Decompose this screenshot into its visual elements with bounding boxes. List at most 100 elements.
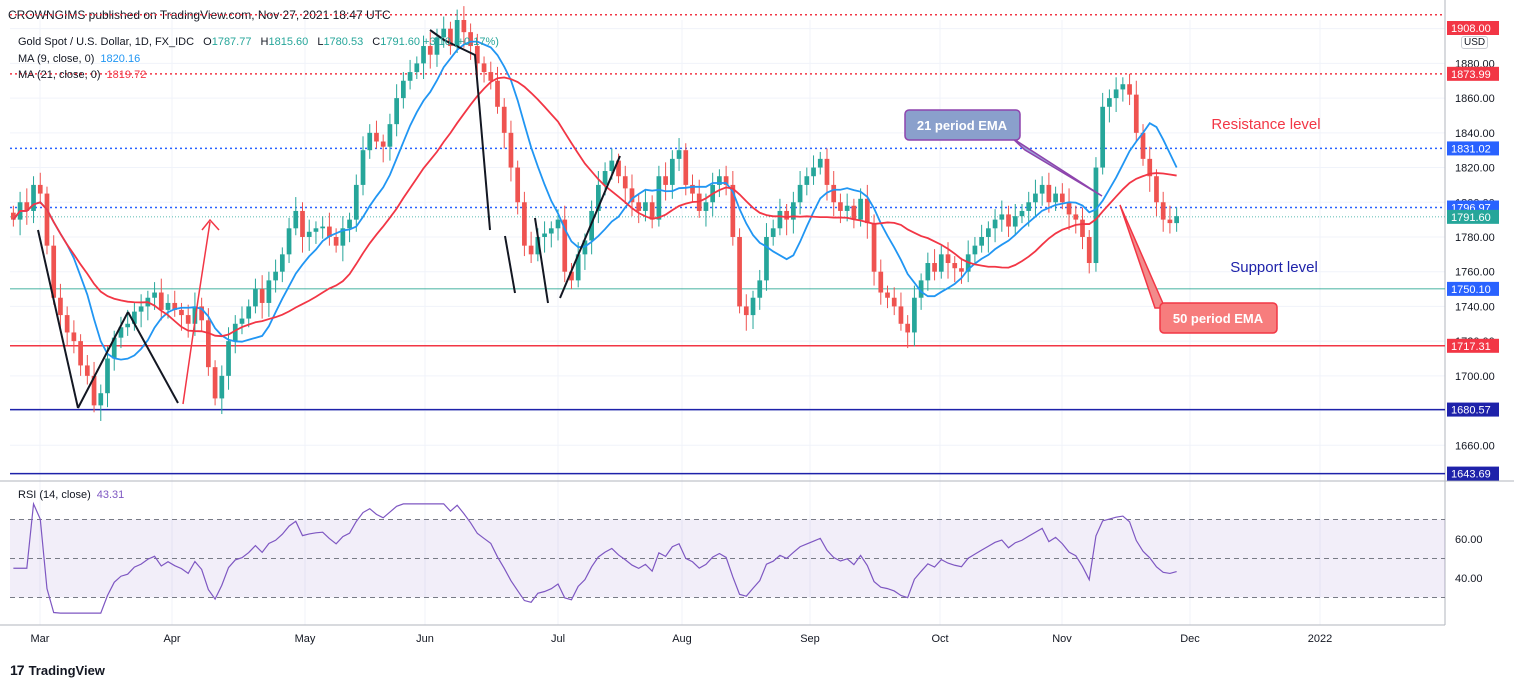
currency-button[interactable]: USD [1461,36,1489,49]
candle-body [515,167,521,203]
candle-body [333,236,339,246]
candle-body [481,63,487,73]
candle-body [1019,210,1025,217]
symbol-label: Gold Spot / U.S. Dollar, 1D, FX_IDC [18,36,195,48]
arrow-line [182,221,211,405]
chart-drawings: 21 period EMA 50 period EMA Resistance lev… [37,29,1321,409]
candle-body [1133,94,1139,133]
candle-body [165,302,171,310]
candle-body [239,318,245,324]
candle-body [683,150,689,185]
candle-body [91,375,97,406]
trend-line [534,217,549,304]
candle-body [37,184,43,194]
callout-box [1159,302,1278,334]
candle-body [555,219,561,229]
candle-body [414,63,420,73]
price-badge-label: 1831.02 [1451,143,1491,155]
price-badge-label: 1750.10 [1451,284,1491,296]
candle-body [1046,184,1052,203]
candle-body [1026,202,1032,211]
candle-body [1107,98,1112,107]
candle-body [340,228,346,246]
time-tick-label: May [295,633,316,645]
candle-body [441,28,447,38]
candle-body [622,176,628,189]
candle-body [360,150,366,185]
candle-body [219,375,225,399]
candle-body [125,323,131,328]
ma21-line [12,76,1177,338]
price-badge [1447,281,1499,296]
candle-body [172,302,178,310]
rsi-tick-label: 60.00 [1455,534,1483,546]
callout-pointer [1119,204,1167,309]
candle-body [891,297,897,307]
callout-label-21ema: 21 period EMA [917,118,1008,133]
candle-body [279,254,285,272]
candle-body [152,292,157,298]
candle-body [676,150,682,159]
time-axis: Mar Apr May Jun Jul Aug Sep Oct Nov Dec 2022 [31,633,1333,645]
candle-body [212,367,218,399]
trend-line [77,311,129,409]
candle-body [11,212,16,220]
candle-body [952,263,958,269]
candle-body [791,202,796,220]
support-label: Support level [1230,259,1318,276]
candle-body [717,176,722,185]
candle-body [1140,132,1146,159]
candle-body [1033,193,1038,203]
price-badge-label: 1873.99 [1451,69,1491,81]
price-levels [10,14,1445,475]
candle-body [367,132,373,151]
candle-body [132,311,137,324]
candle-body [1147,158,1153,177]
tradingview-branding[interactable]: 17 TradingView [10,662,105,678]
candle-body [750,297,756,316]
candle-body [589,210,594,241]
candle-body [407,72,413,81]
candle-body [246,306,252,319]
candle-body [468,32,473,47]
candle-body [548,228,554,234]
candle-body [327,226,332,237]
price-badge-label: 1717.31 [1451,341,1491,353]
candle-body [562,219,568,272]
candle-body [427,46,433,55]
candle-body [838,202,843,211]
candle-body [596,184,601,211]
candle-body [454,20,460,47]
candle-body [1154,176,1159,203]
legend-ohlc: Gold Spot / U.S. Dollar, 1D, FX_IDC O178… [18,36,499,48]
candle-body [24,202,30,211]
price-tick-label: 1840.00 [1455,128,1495,140]
candle-body [253,289,258,307]
candle-body [992,219,998,229]
candle-body [851,205,857,220]
tradingview-logo-icon: 17 [10,662,25,678]
candle-body [1080,219,1085,237]
candle-body [925,263,931,281]
candle-body [461,20,467,33]
candle-body [1100,106,1106,168]
price-tick-label: 1700.00 [1455,371,1495,383]
candle-body [609,160,615,172]
candle-body [864,198,870,224]
candle-body [158,292,164,310]
candle-body [1127,84,1132,95]
candle-body [1160,202,1166,220]
price-tick-label: 1660.00 [1455,440,1495,452]
candle-body [905,323,911,333]
candle-body [737,236,742,307]
candle-body [743,306,749,316]
price-badge [1447,466,1499,481]
trend-line [429,29,491,231]
trend-line [37,229,79,409]
candle-body [629,188,635,203]
price-axis: 1660.001680.001700.001720.001740.001760.… [1447,21,1499,481]
candle-body [84,365,90,376]
candle-body [387,124,393,147]
candle-body [192,306,198,324]
